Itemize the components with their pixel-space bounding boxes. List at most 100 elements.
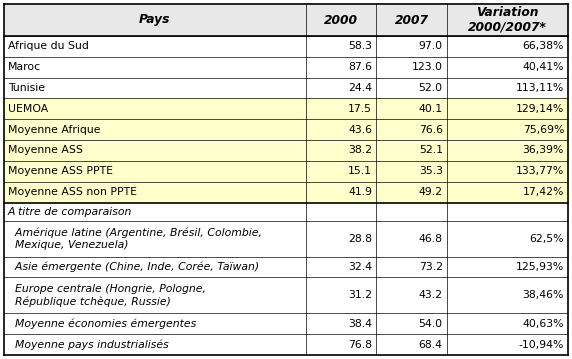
Text: 41.9: 41.9 (348, 187, 372, 197)
Text: 52.0: 52.0 (419, 83, 443, 93)
Bar (4, 36, 306, 57)
Bar (376, 57, 447, 78)
Text: 15.1: 15.1 (348, 166, 372, 176)
Text: Moyenne ASS: Moyenne ASS (8, 145, 83, 155)
Bar (4, 313, 306, 334)
Text: 38.4: 38.4 (348, 319, 372, 329)
Bar (4, 278, 306, 313)
Bar (447, 98, 568, 119)
Text: 36,39%: 36,39% (523, 145, 564, 155)
Bar (306, 202, 376, 220)
Text: Amérique latine (Argentine, Brésil, Colombie,
  Mexique, Venezuela): Amérique latine (Argentine, Brésil, Colo… (8, 227, 262, 250)
Text: Moyenne pays industrialisés: Moyenne pays industrialisés (8, 339, 169, 350)
Text: 38,46%: 38,46% (523, 290, 564, 300)
Text: Moyenne Afrique: Moyenne Afrique (8, 125, 101, 135)
Text: 43.6: 43.6 (348, 125, 372, 135)
Bar (306, 140, 376, 161)
Bar (376, 334, 447, 355)
Bar (376, 202, 447, 220)
Bar (306, 220, 376, 257)
Bar (376, 278, 447, 313)
Bar (306, 278, 376, 313)
Bar (447, 313, 568, 334)
Bar (306, 78, 376, 98)
Text: 40,63%: 40,63% (522, 319, 564, 329)
Text: 129,14%: 129,14% (516, 104, 564, 114)
Bar (306, 257, 376, 278)
Bar (4, 257, 306, 278)
Text: A titre de comparaison: A titre de comparaison (8, 206, 132, 216)
Text: 17.5: 17.5 (348, 104, 372, 114)
Text: 76.6: 76.6 (419, 125, 443, 135)
Bar (447, 161, 568, 182)
Bar (447, 119, 568, 140)
Bar (4, 220, 306, 257)
Text: Moyenne ASS PPTE: Moyenne ASS PPTE (8, 166, 113, 176)
Bar (306, 182, 376, 202)
Bar (447, 220, 568, 257)
Bar (447, 57, 568, 78)
Bar (4, 119, 306, 140)
Text: 17,42%: 17,42% (523, 187, 564, 197)
Text: 73.2: 73.2 (419, 262, 443, 272)
Bar (447, 202, 568, 220)
Text: 97.0: 97.0 (419, 41, 443, 51)
Bar (376, 220, 447, 257)
Bar (376, 119, 447, 140)
Text: 24.4: 24.4 (348, 83, 372, 93)
Bar (447, 278, 568, 313)
Text: 133,77%: 133,77% (516, 166, 564, 176)
Bar (4, 202, 306, 220)
Text: 125,93%: 125,93% (516, 262, 564, 272)
Bar (4, 4, 568, 36)
Bar (306, 119, 376, 140)
Text: Asie émergente (Chine, Inde, Corée, Taïwan): Asie émergente (Chine, Inde, Corée, Taïw… (8, 262, 259, 272)
Bar (447, 334, 568, 355)
Text: 54.0: 54.0 (419, 319, 443, 329)
Text: 28.8: 28.8 (348, 234, 372, 243)
Bar (447, 36, 568, 57)
Bar (376, 182, 447, 202)
Text: 87.6: 87.6 (348, 62, 372, 72)
Text: 75,69%: 75,69% (523, 125, 564, 135)
Bar (306, 36, 376, 57)
Bar (447, 182, 568, 202)
Text: 66,38%: 66,38% (523, 41, 564, 51)
Text: 40.1: 40.1 (419, 104, 443, 114)
Text: 113,11%: 113,11% (516, 83, 564, 93)
Text: -10,94%: -10,94% (519, 340, 564, 350)
Bar (4, 78, 306, 98)
Bar (306, 313, 376, 334)
Bar (4, 140, 306, 161)
Text: 2007: 2007 (395, 14, 428, 27)
Text: 32.4: 32.4 (348, 262, 372, 272)
Bar (376, 98, 447, 119)
Text: Pays: Pays (139, 14, 170, 27)
Text: 2000: 2000 (324, 14, 358, 27)
Text: 62,5%: 62,5% (530, 234, 564, 243)
Text: Tunisie: Tunisie (8, 83, 45, 93)
Bar (4, 182, 306, 202)
Bar (306, 161, 376, 182)
Bar (4, 57, 306, 78)
Bar (4, 161, 306, 182)
Bar (447, 78, 568, 98)
Bar (306, 98, 376, 119)
Bar (306, 334, 376, 355)
Text: Moyenne ASS non PPTE: Moyenne ASS non PPTE (8, 187, 137, 197)
Text: 40,41%: 40,41% (522, 62, 564, 72)
Text: Moyenne économies émergentes: Moyenne économies émergentes (8, 318, 196, 329)
Bar (376, 78, 447, 98)
Bar (447, 140, 568, 161)
Text: 52.1: 52.1 (419, 145, 443, 155)
Text: 68.4: 68.4 (419, 340, 443, 350)
Text: 46.8: 46.8 (419, 234, 443, 243)
Bar (376, 257, 447, 278)
Text: 58.3: 58.3 (348, 41, 372, 51)
Text: 49.2: 49.2 (419, 187, 443, 197)
Text: Maroc: Maroc (8, 62, 41, 72)
Text: 38.2: 38.2 (348, 145, 372, 155)
Bar (376, 140, 447, 161)
Bar (376, 161, 447, 182)
Text: Afrique du Sud: Afrique du Sud (8, 41, 89, 51)
